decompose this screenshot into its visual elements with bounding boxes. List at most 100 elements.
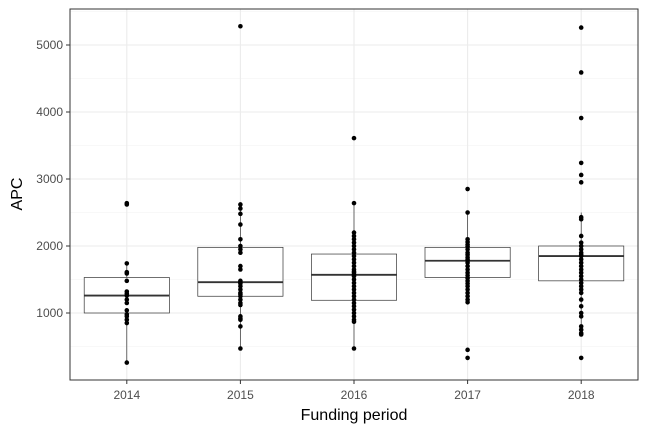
data-point: [465, 287, 470, 292]
data-point: [465, 299, 470, 305]
x-tick-label: 2016: [341, 388, 368, 402]
data-point: [351, 314, 357, 319]
data-point: [238, 324, 243, 329]
data-point: [578, 257, 584, 262]
data-point: [351, 283, 357, 289]
data-point: [578, 277, 584, 282]
data-point: [351, 233, 357, 239]
data-point: [351, 273, 357, 279]
data-point: [124, 360, 130, 365]
data-point: [351, 304, 357, 309]
data-point: [578, 280, 584, 286]
y-axis: 1000 2000 3000 4000 5000: [36, 38, 70, 320]
data-points: [124, 23, 584, 365]
x-tick-label: 2018: [568, 388, 595, 402]
data-point: [578, 283, 584, 289]
data-point: [578, 297, 584, 302]
gridlines: [70, 9, 638, 380]
data-point: [238, 287, 243, 292]
data-point: [578, 160, 584, 166]
data-point: [465, 355, 470, 361]
data-point: [238, 211, 243, 217]
data-point: [465, 290, 470, 296]
data-point: [124, 293, 130, 298]
data-point: [351, 287, 357, 292]
data-point: [351, 346, 357, 351]
data-point: [578, 70, 584, 75]
data-point: [578, 180, 584, 185]
data-point: [351, 250, 357, 255]
data-point: [578, 243, 584, 249]
data-point: [238, 346, 243, 351]
data-point: [465, 263, 470, 269]
data-point: [351, 237, 357, 242]
data-point: [578, 327, 584, 333]
data-point: [238, 283, 243, 289]
data-point: [124, 314, 130, 319]
x-tick-label: 2017: [454, 388, 481, 402]
data-point: [351, 290, 357, 296]
data-point: [238, 222, 243, 227]
data-point: [351, 277, 357, 282]
data-point: [238, 267, 243, 272]
data-point: [465, 267, 470, 272]
data-point: [124, 300, 130, 306]
data-point: [238, 317, 243, 323]
data-point: [238, 263, 243, 269]
data-point: [238, 247, 243, 252]
data-point: [351, 307, 357, 312]
data-point: [578, 332, 584, 337]
data-point: [124, 297, 130, 302]
data-point: [238, 297, 243, 302]
data-point: [351, 200, 357, 206]
data-point: [351, 243, 357, 249]
data-point: [238, 237, 243, 242]
y-tick-label: 3000: [36, 172, 63, 186]
x-axis: 2014 2015 2016 2017 2018: [113, 380, 595, 402]
data-point: [351, 280, 357, 286]
data-point: [578, 324, 584, 329]
x-tick-label: 2014: [113, 388, 140, 402]
data-point: [578, 216, 584, 222]
data-point: [124, 320, 130, 326]
data-point: [351, 240, 357, 245]
data-point: [238, 202, 243, 207]
data-point: [238, 250, 243, 255]
data-point: [351, 319, 357, 325]
data-point: [578, 314, 584, 319]
y-tick-label: 5000: [36, 38, 63, 52]
data-point: [578, 233, 584, 239]
data-point: [578, 25, 584, 30]
data-point: [351, 257, 357, 262]
data-point: [578, 263, 584, 269]
data-point: [124, 317, 130, 323]
x-tick-label: 2015: [227, 388, 254, 402]
data-point: [351, 297, 357, 302]
data-point: [124, 271, 130, 276]
data-point: [578, 290, 584, 296]
data-point: [124, 261, 130, 266]
data-point: [465, 247, 470, 252]
data-point: [578, 115, 584, 121]
y-axis-title: APC: [9, 178, 26, 211]
data-point: [578, 304, 584, 309]
data-point: [578, 260, 584, 266]
data-point: [351, 300, 357, 306]
data-point: [578, 253, 584, 259]
data-point: [238, 293, 243, 299]
y-tick-label: 4000: [36, 105, 63, 119]
data-point: [578, 310, 584, 316]
data-point: [578, 273, 584, 279]
data-point: [351, 247, 357, 252]
data-point: [465, 347, 470, 353]
data-point: [351, 135, 357, 141]
data-point: [124, 202, 130, 207]
box-2014: [83, 263, 170, 363]
data-point: [465, 210, 470, 215]
data-point: [465, 283, 470, 289]
x-axis-title: Funding period: [301, 407, 408, 424]
data-point: [351, 230, 357, 235]
data-point: [465, 186, 470, 192]
data-point: [351, 263, 357, 269]
